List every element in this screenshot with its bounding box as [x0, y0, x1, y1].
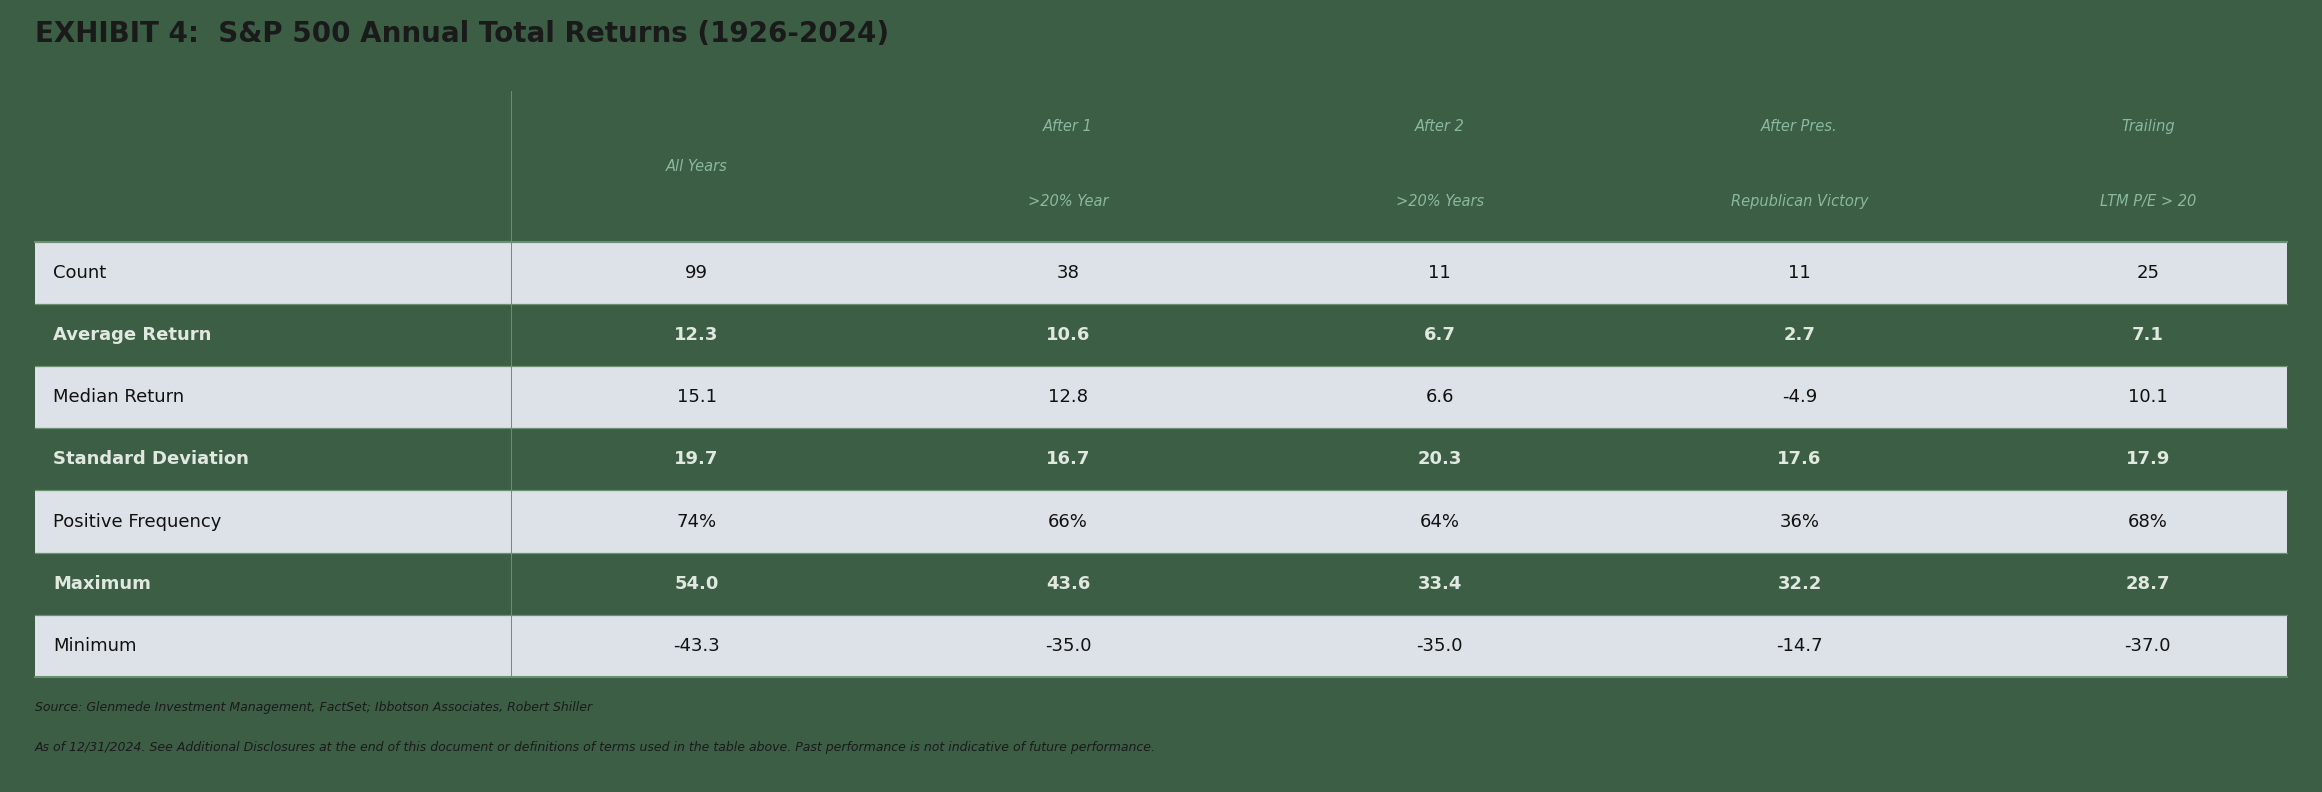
Text: 10.1: 10.1	[2127, 388, 2169, 406]
Text: After 1: After 1	[1043, 120, 1094, 134]
Text: Maximum: Maximum	[53, 575, 151, 593]
Text: 17.6: 17.6	[1776, 451, 1823, 468]
Text: 12.3: 12.3	[673, 326, 720, 344]
Text: -35.0: -35.0	[1416, 637, 1463, 655]
Text: 16.7: 16.7	[1045, 451, 1091, 468]
Text: 2.7: 2.7	[1783, 326, 1816, 344]
Text: Average Return: Average Return	[53, 326, 211, 344]
Text: 11: 11	[1428, 264, 1451, 282]
Bar	[35, 615, 2287, 677]
Text: 68%: 68%	[2127, 512, 2169, 531]
Text: 19.7: 19.7	[673, 451, 720, 468]
Text: 36%: 36%	[1779, 512, 1820, 531]
Text: 43.6: 43.6	[1045, 575, 1091, 593]
Text: 15.1: 15.1	[676, 388, 717, 406]
Text: 20.3: 20.3	[1416, 451, 1463, 468]
Text: -35.0: -35.0	[1045, 637, 1091, 655]
Text: Source: Glenmede Investment Management, FactSet; Ibbotson Associates, Robert Shi: Source: Glenmede Investment Management, …	[35, 701, 592, 714]
Text: Trailing: Trailing	[2120, 120, 2176, 134]
Text: Count: Count	[53, 264, 107, 282]
Text: 17.9: 17.9	[2125, 451, 2171, 468]
Text: Standard Deviation: Standard Deviation	[53, 451, 248, 468]
Text: EXHIBIT 4:  S&P 500 Annual Total Returns (1926-2024): EXHIBIT 4: S&P 500 Annual Total Returns …	[35, 20, 889, 48]
Text: 38: 38	[1057, 264, 1080, 282]
Text: >20% Year: >20% Year	[1029, 195, 1108, 209]
Text: Median Return: Median Return	[53, 388, 183, 406]
Text: Republican Victory: Republican Victory	[1730, 195, 1869, 209]
Text: Positive Frequency: Positive Frequency	[53, 512, 223, 531]
Bar	[35, 304, 2287, 366]
Text: 12.8: 12.8	[1047, 388, 1089, 406]
Text: >20% Years: >20% Years	[1396, 195, 1484, 209]
Text: -4.9: -4.9	[1781, 388, 1818, 406]
Bar	[35, 242, 2287, 304]
Text: 6.7: 6.7	[1423, 326, 1456, 344]
Text: -37.0: -37.0	[2125, 637, 2171, 655]
Bar	[35, 428, 2287, 490]
Text: 28.7: 28.7	[2125, 575, 2171, 593]
Text: 66%: 66%	[1047, 512, 1089, 531]
Text: -43.3: -43.3	[673, 637, 720, 655]
Text: After Pres.: After Pres.	[1762, 120, 1837, 134]
Text: 54.0: 54.0	[673, 575, 720, 593]
Text: 33.4: 33.4	[1416, 575, 1463, 593]
Text: LTM P/E > 20: LTM P/E > 20	[2099, 195, 2197, 209]
Text: 74%: 74%	[676, 512, 717, 531]
Bar	[35, 490, 2287, 553]
Text: 25: 25	[2136, 264, 2159, 282]
Bar	[35, 553, 2287, 615]
Text: All Years: All Years	[666, 159, 727, 173]
Text: 10.6: 10.6	[1045, 326, 1091, 344]
Text: 11: 11	[1788, 264, 1811, 282]
Text: -14.7: -14.7	[1776, 637, 1823, 655]
Text: 32.2: 32.2	[1776, 575, 1823, 593]
Text: 7.1: 7.1	[2132, 326, 2164, 344]
Text: 99: 99	[685, 264, 708, 282]
Text: 6.6: 6.6	[1426, 388, 1454, 406]
Text: After 2: After 2	[1414, 120, 1465, 134]
Text: 64%: 64%	[1419, 512, 1461, 531]
Text: Minimum: Minimum	[53, 637, 137, 655]
Bar	[35, 366, 2287, 428]
Text: As of 12/31/2024. See Additional Disclosures at the end of this document or defi: As of 12/31/2024. See Additional Disclos…	[35, 741, 1156, 753]
